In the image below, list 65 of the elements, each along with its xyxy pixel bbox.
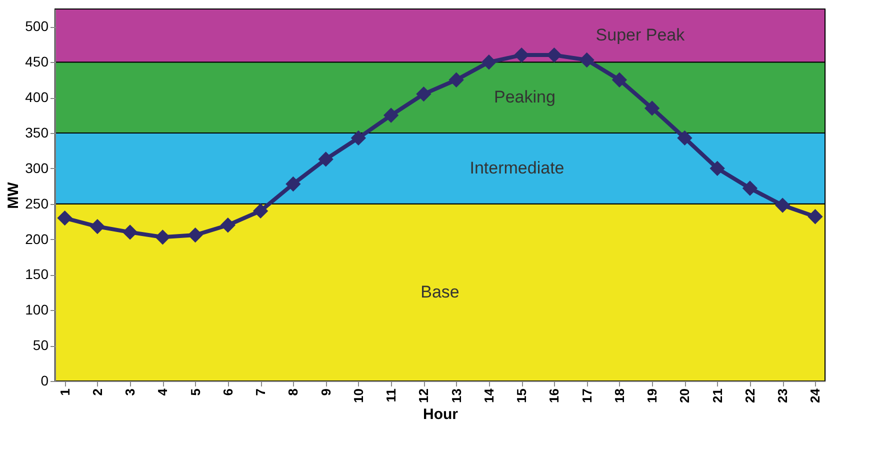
point — [677, 130, 692, 146]
x-tick-label: 21 — [710, 388, 725, 403]
point — [57, 210, 72, 226]
point — [188, 227, 203, 243]
point — [579, 52, 594, 68]
point — [122, 224, 138, 240]
x-tick-label: 3 — [122, 388, 138, 396]
x-tick-label: 9 — [318, 388, 334, 396]
point — [350, 130, 366, 146]
point — [383, 108, 399, 123]
y-tick-label: 300 — [25, 160, 49, 176]
band-label: Intermediate — [470, 158, 564, 178]
x-tick-label: 11 — [384, 388, 399, 402]
point — [546, 47, 562, 63]
x-tick-label: 24 — [808, 388, 823, 403]
point — [481, 54, 497, 70]
x-tick-label: 15 — [514, 388, 530, 403]
y-tick-label: 500 — [25, 18, 49, 34]
x-tick-label: 19 — [644, 388, 660, 403]
y-tick-label: 50 — [32, 337, 49, 354]
y-tick-label: 0 — [40, 372, 49, 388]
point — [710, 160, 725, 176]
point — [90, 218, 105, 234]
point — [286, 176, 301, 192]
band-label: Base — [420, 282, 460, 302]
band-label: Peaking — [494, 88, 556, 107]
point — [514, 47, 530, 63]
x-tick-label: 1 — [57, 388, 72, 396]
x-tick-label: 4 — [155, 388, 170, 396]
point — [416, 86, 432, 102]
y-axis-title: MW — [5, 181, 22, 209]
y-tick-label: 200 — [25, 230, 49, 247]
x-tick-label: 18 — [612, 388, 627, 403]
y-tick-label: 150 — [25, 266, 49, 282]
x-tick-label: 10 — [350, 388, 366, 403]
point — [742, 180, 758, 196]
point — [644, 100, 660, 116]
point — [220, 218, 236, 233]
x-tick-label: 20 — [677, 388, 692, 403]
point — [155, 230, 170, 245]
x-tick-label: 6 — [220, 388, 236, 396]
x-tick-label: 2 — [90, 388, 105, 396]
point — [448, 72, 464, 88]
x-tick-label: 7 — [253, 388, 268, 396]
x-tick-label: 14 — [481, 388, 496, 403]
point — [252, 203, 268, 219]
x-tick-label: 23 — [775, 388, 790, 403]
x-tick-label: 17 — [579, 388, 594, 403]
y-tick-label: 100 — [25, 302, 49, 318]
x-axis-title: Hour — [423, 406, 458, 423]
point — [612, 72, 628, 88]
band-label: Super Peak — [596, 26, 686, 45]
x-tick-label: 13 — [448, 388, 464, 403]
point — [775, 198, 790, 213]
y-tick-label: 250 — [25, 195, 49, 212]
y-tick-label: 350 — [25, 124, 49, 140]
x-tick-label: 12 — [416, 388, 432, 403]
point — [808, 209, 823, 224]
x-tick-label: 5 — [188, 388, 203, 396]
x-tick-label: 8 — [286, 388, 301, 396]
y-tick-label: 450 — [25, 54, 49, 70]
x-tick-label: 16 — [546, 388, 562, 403]
point — [318, 152, 334, 167]
y-tick-label: 400 — [25, 89, 49, 106]
x-tick-label: 22 — [742, 388, 758, 403]
